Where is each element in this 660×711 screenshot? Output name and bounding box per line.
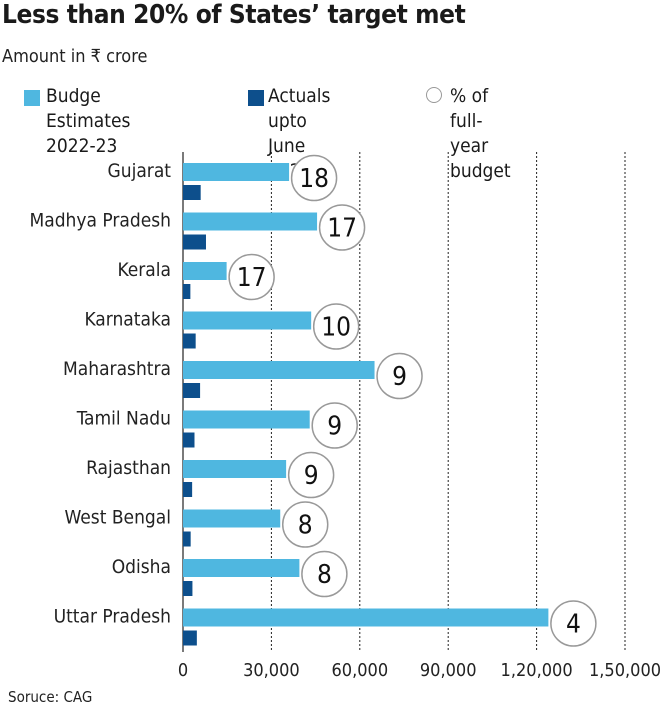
- bar-budget: [183, 559, 300, 577]
- bar-actuals: [183, 383, 201, 398]
- legend-label-budget: Budge Estimates 2022-23: [46, 85, 131, 157]
- percent-circle: [376, 352, 423, 400]
- bar-budget: [183, 608, 549, 627]
- percent-label: 8: [298, 511, 313, 541]
- percent-circle: [228, 253, 275, 301]
- legend-circle-icon: [426, 87, 442, 103]
- legend-swatch-actuals: [248, 90, 264, 106]
- category-label: Madhya Pradesh: [29, 210, 171, 232]
- percent-circle: [311, 402, 358, 449]
- category-label: West Bengal: [64, 507, 171, 529]
- percent-label: 17: [327, 214, 357, 244]
- percent-circle: [312, 303, 360, 350]
- legend-label-percent: % of full-year budget: [450, 85, 511, 182]
- legend: Budge Estimates 2022-23 Actuals upto Jun…: [0, 84, 660, 182]
- percent-label: 8: [317, 560, 332, 590]
- percent-circle: [550, 600, 597, 647]
- bar-budget: [183, 361, 375, 379]
- percent-circle: [290, 154, 338, 202]
- category-label: Uttar Pradesh: [54, 606, 171, 628]
- bar-actuals: [183, 284, 191, 299]
- x-tick-label: 30,000: [243, 660, 300, 681]
- percent-label: 9: [392, 362, 407, 392]
- bar-actuals: [183, 630, 197, 646]
- percent-label: 9: [327, 412, 342, 442]
- category-label: Odisha: [112, 556, 171, 578]
- percent-label: 17: [237, 263, 267, 293]
- percent-label: 9: [304, 461, 319, 491]
- bar-actuals: [183, 581, 193, 596]
- percent-circle: [301, 550, 348, 598]
- bar-budget: [183, 262, 227, 280]
- bar-actuals: [183, 432, 195, 448]
- bar-budget: [183, 410, 310, 429]
- legend-swatch-budget: [24, 90, 40, 106]
- bar-actuals: [183, 234, 206, 250]
- bar-actuals: [183, 333, 196, 349]
- percent-label: 10: [321, 313, 351, 343]
- category-label: Tamil Nadu: [76, 408, 171, 430]
- chart-subtitle: Amount in ₹ crore: [2, 46, 148, 67]
- percent-circle: [287, 451, 335, 499]
- bar-budget: [183, 311, 312, 330]
- chart-title: Less than 20% of States’ target met: [2, 0, 466, 30]
- bar-budget: [183, 509, 281, 528]
- percent-label: 4: [566, 610, 581, 640]
- category-label: Gujarat: [107, 160, 171, 182]
- category-label: Maharashtra: [63, 358, 171, 380]
- x-tick-label: 1,50,000: [589, 660, 660, 681]
- source-note: Soruce: CAG: [8, 688, 93, 706]
- bar-budget: [183, 212, 318, 231]
- bar-actuals: [183, 482, 193, 497]
- category-label: Karnataka: [84, 309, 171, 331]
- bar-budget: [183, 163, 290, 181]
- x-tick-label: 0: [178, 660, 188, 681]
- x-tick-label: 60,000: [331, 660, 388, 681]
- percent-label: 18: [299, 164, 329, 194]
- category-label: Rajasthan: [86, 457, 171, 479]
- x-tick-label: 1,20,000: [501, 660, 573, 681]
- percent-circle: [318, 204, 366, 251]
- bar-actuals: [183, 185, 201, 200]
- legend-label-actuals: Actuals upto June 2022: [268, 85, 331, 182]
- x-tick-label: 90,000: [420, 660, 477, 681]
- bar-actuals: [183, 531, 191, 547]
- bar-budget: [183, 460, 287, 478]
- category-label: Kerala: [117, 259, 171, 281]
- percent-circle: [281, 501, 329, 548]
